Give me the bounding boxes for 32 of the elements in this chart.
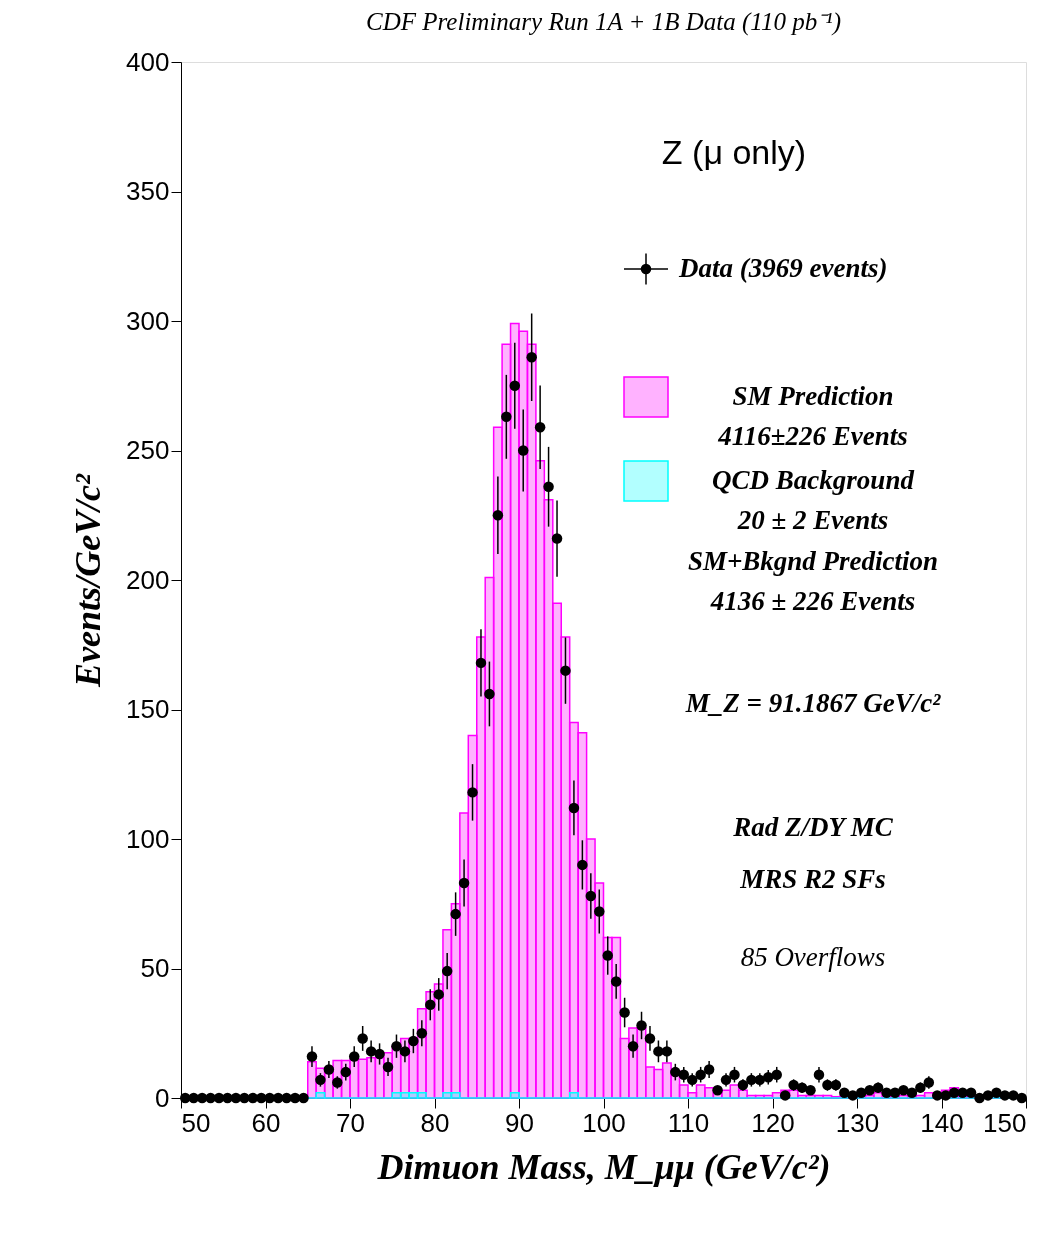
x-tick-label: 50 [181, 1107, 211, 1138]
annotation: M_Z = 91.1867 GeV/c² [684, 688, 942, 718]
legend-label: SM Prediction 4116±226 Events [717, 381, 908, 451]
annotation: Rad Z/DY MC [732, 812, 894, 842]
legend-label: QCD Background 20 ± 2 Events [712, 465, 915, 535]
annotation: SM+Bkgnd Prediction 4136 ± 226 Events [687, 546, 939, 616]
x-tick-label: 130 [835, 1107, 880, 1138]
x-tick-label: 100 [582, 1107, 626, 1138]
annotation: 85 Overflows [740, 942, 886, 972]
y-tick-label: 250 [126, 435, 170, 465]
x-tick-label: 90 [505, 1107, 534, 1138]
x-tick-label: 110 [667, 1107, 710, 1138]
y-tick-label: 350 [126, 176, 170, 206]
y-tick-label: 50 [140, 953, 170, 983]
y-tick-label: 0 [155, 1082, 170, 1113]
y-axis-title: Events/GeV/c² [68, 472, 109, 688]
y-tick-label: 300 [126, 305, 170, 336]
y-tick-label: 100 [126, 823, 170, 854]
x-axis-title: Dimuon Mass, M_μμ (GeV/c²) [376, 1146, 831, 1187]
chart-title: CDF Preliminary Run 1A + 1B Data (110 pb⁻¹) [366, 8, 841, 36]
x-tick-label: 140 [920, 1107, 964, 1138]
x-tick-label: 60 [251, 1107, 281, 1138]
x-tick-label: 120 [751, 1107, 795, 1138]
y-tick-label: 400 [126, 46, 170, 77]
annotation: Z (μ only) [661, 133, 807, 171]
annotation: MRS R2 SFs [739, 864, 886, 894]
x-tick-label: 70 [336, 1107, 365, 1138]
y-tick-label: 150 [126, 694, 170, 724]
x-tick-label: 80 [420, 1107, 450, 1138]
y-tick-label: 200 [126, 564, 170, 595]
legend-label: Data (3969 events) [678, 253, 888, 283]
x-tick-label: 150 [983, 1107, 1027, 1138]
